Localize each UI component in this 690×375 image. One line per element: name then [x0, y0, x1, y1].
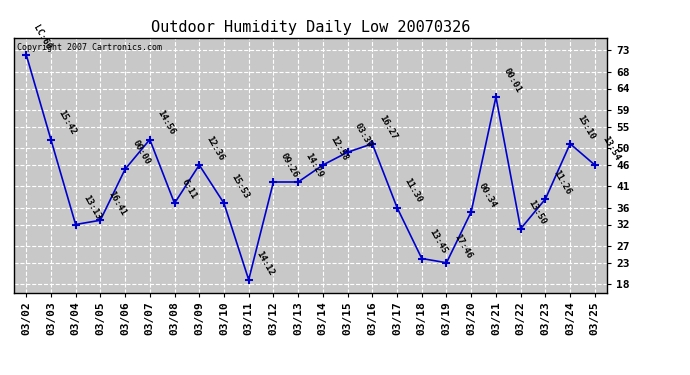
- Text: 16:27: 16:27: [378, 113, 399, 141]
- Text: 12:36: 12:36: [205, 135, 226, 162]
- Text: 14:56: 14:56: [155, 109, 177, 137]
- Text: 15:42: 15:42: [57, 109, 78, 137]
- Text: 15:53: 15:53: [230, 173, 250, 201]
- Text: LC:60: LC:60: [32, 24, 53, 52]
- Text: 13:54: 13:54: [600, 135, 622, 162]
- Text: 13:50: 13:50: [526, 198, 547, 226]
- Text: 00:00: 00:00: [130, 139, 152, 166]
- Text: 00:01: 00:01: [502, 66, 523, 94]
- Text: 09:26: 09:26: [279, 152, 300, 179]
- Text: 11:26: 11:26: [551, 168, 572, 196]
- Text: 14:29: 14:29: [304, 152, 325, 179]
- Text: 17:46: 17:46: [452, 232, 473, 260]
- Text: 03:39: 03:39: [353, 122, 375, 150]
- Text: 00:34: 00:34: [477, 181, 498, 209]
- Text: 11:30: 11:30: [402, 177, 424, 205]
- Text: 6:11: 6:11: [180, 177, 199, 201]
- Text: Copyright 2007 Cartronics.com: Copyright 2007 Cartronics.com: [17, 43, 161, 52]
- Text: 15:10: 15:10: [575, 113, 597, 141]
- Text: 12:58: 12:58: [328, 135, 350, 162]
- Text: 16:41: 16:41: [106, 190, 127, 217]
- Text: 14:12: 14:12: [254, 249, 275, 277]
- Title: Outdoor Humidity Daily Low 20070326: Outdoor Humidity Daily Low 20070326: [151, 20, 470, 35]
- Text: 13:45: 13:45: [427, 228, 449, 256]
- Text: 13:13: 13:13: [81, 194, 102, 222]
